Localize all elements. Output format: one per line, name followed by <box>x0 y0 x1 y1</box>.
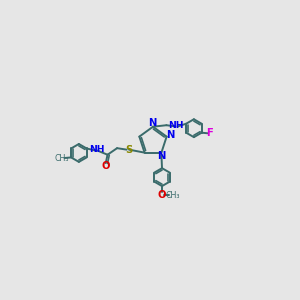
Text: S: S <box>125 145 132 155</box>
Text: F: F <box>206 128 213 138</box>
Text: N: N <box>148 118 157 128</box>
Text: O: O <box>157 190 166 200</box>
Text: NH: NH <box>168 121 184 130</box>
Text: CH₃: CH₃ <box>55 154 69 163</box>
Text: NH: NH <box>89 146 105 154</box>
Text: CH₃: CH₃ <box>165 190 180 200</box>
Text: N: N <box>166 130 174 140</box>
Text: N: N <box>158 151 166 161</box>
Text: O: O <box>101 161 110 171</box>
